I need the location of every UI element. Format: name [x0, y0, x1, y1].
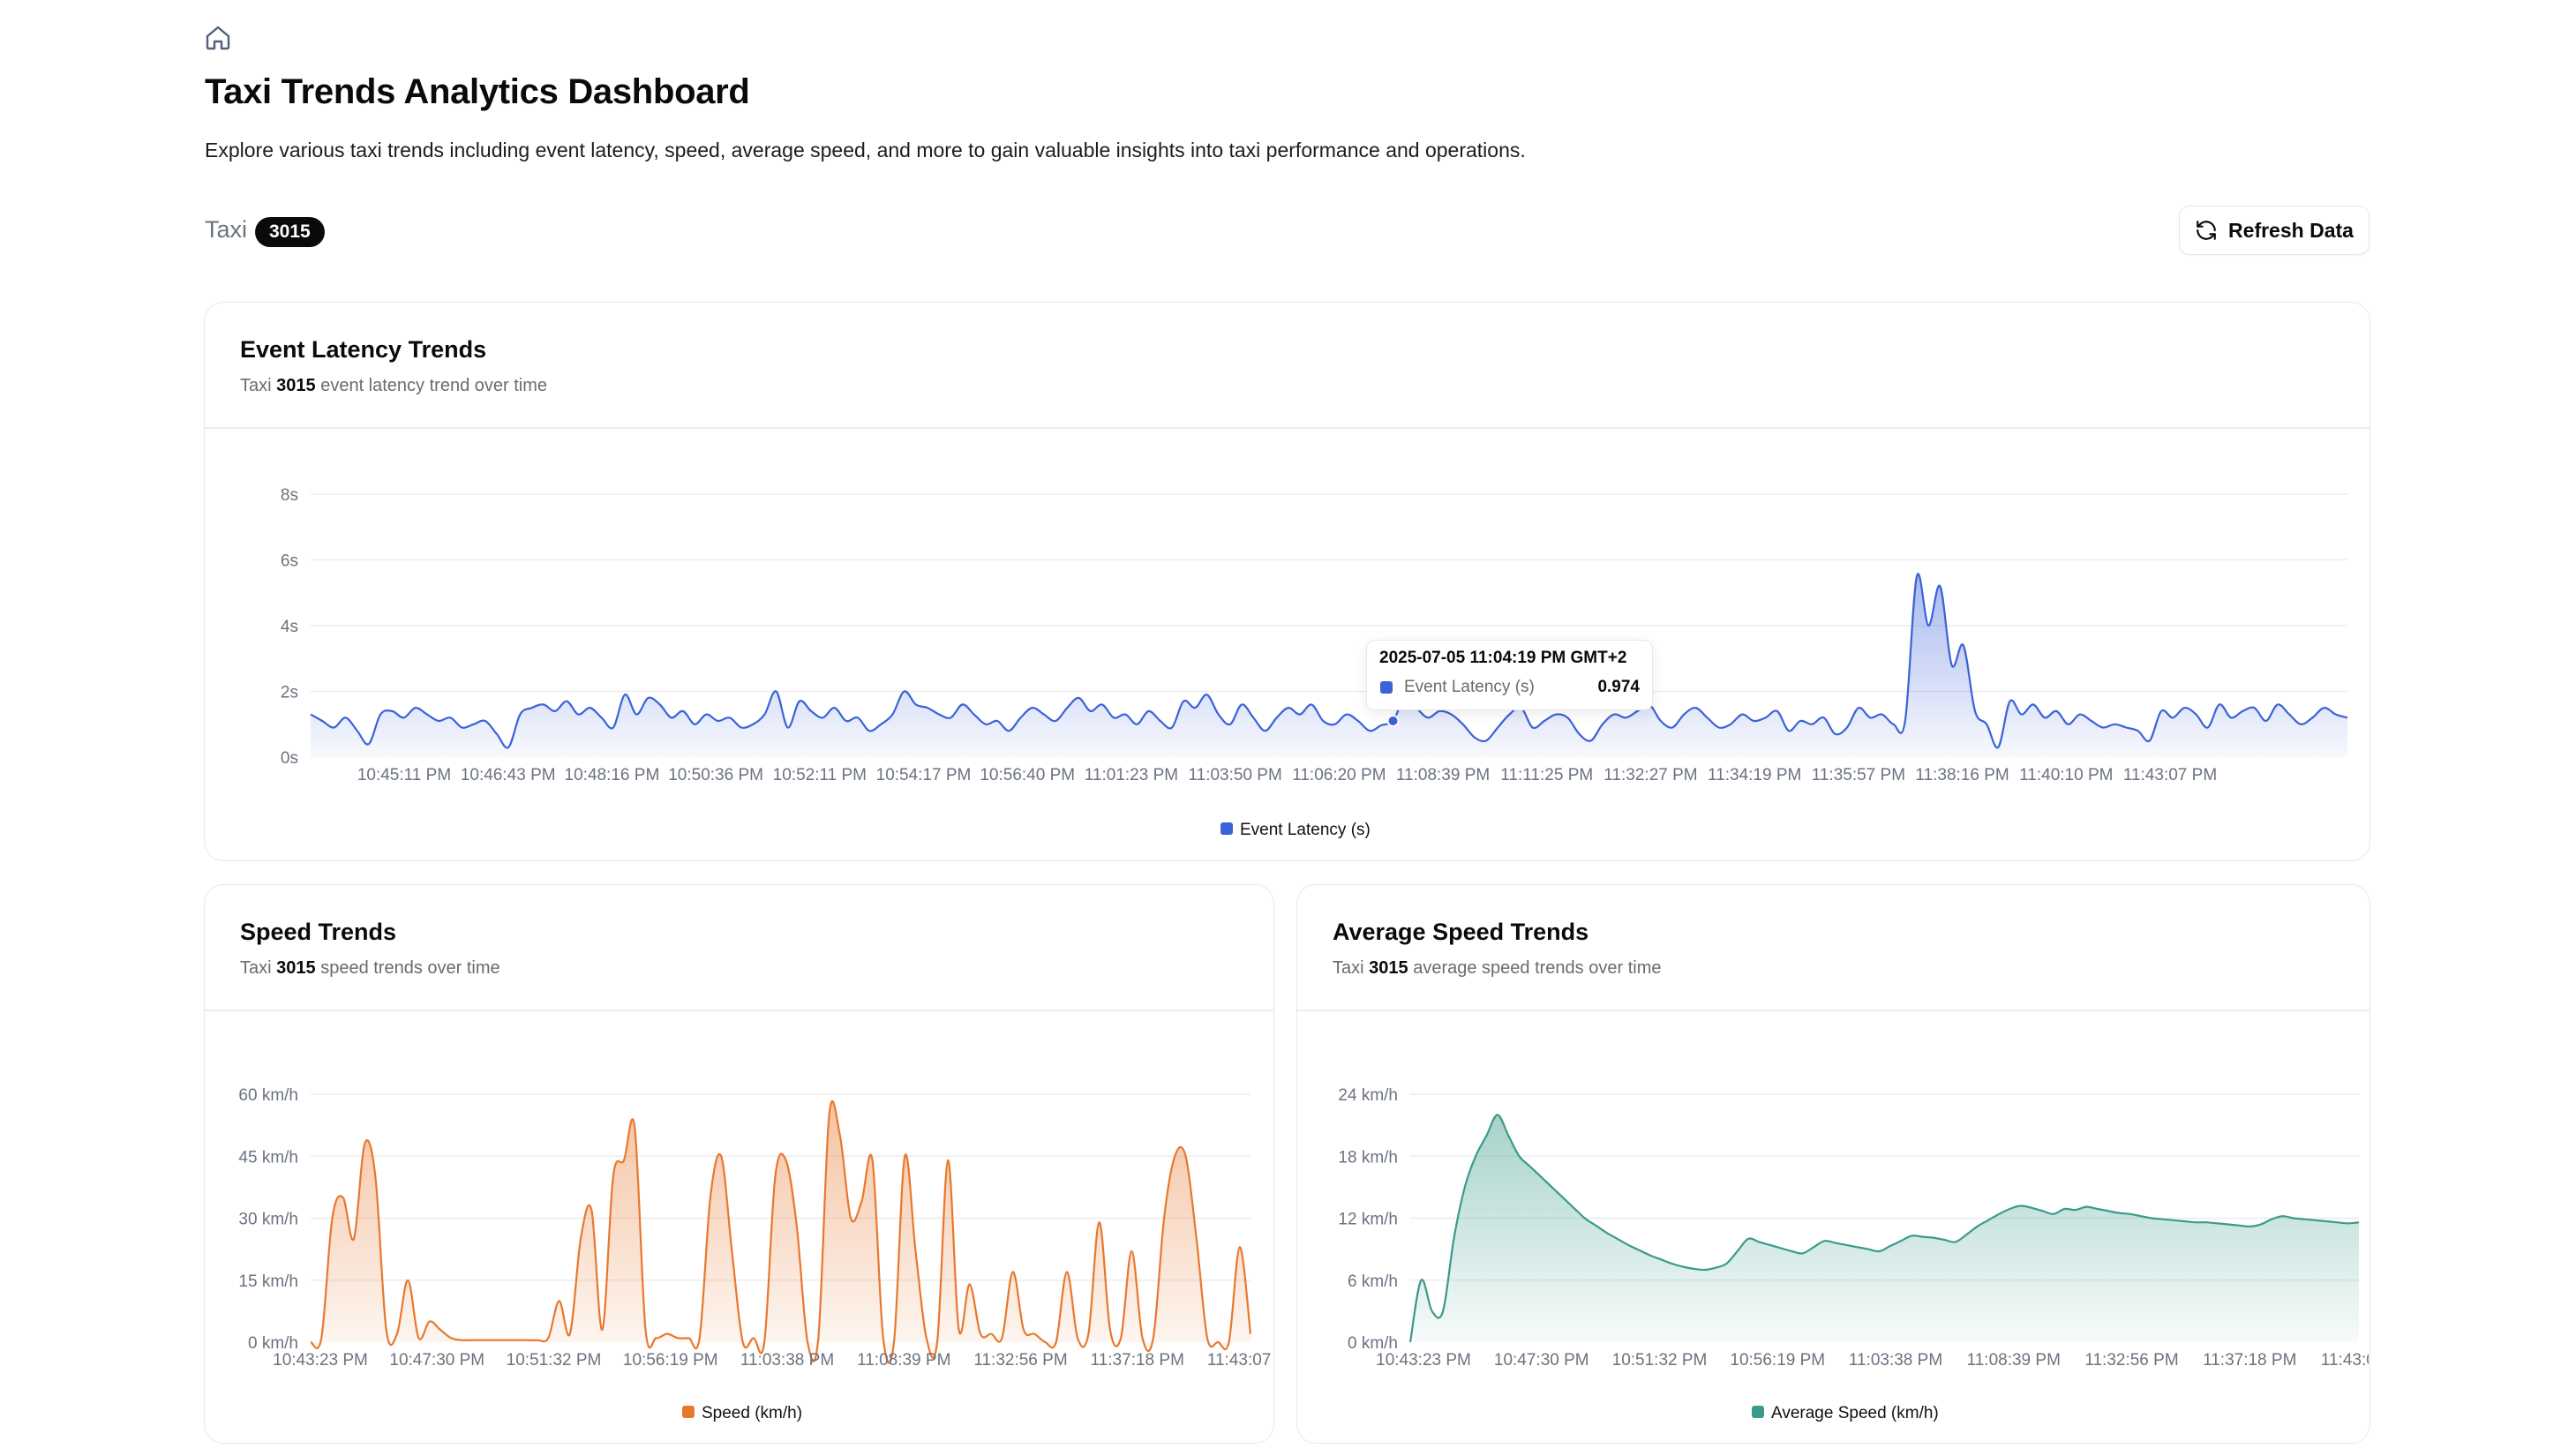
x-tick-label: 10:51:32 PM	[507, 1351, 602, 1370]
legend: Event Latency (s)	[1220, 821, 1371, 839]
y-tick-label: 6s	[281, 552, 298, 571]
y-tick-label: 12 km/h	[1338, 1211, 1398, 1229]
series-line[interactable]	[310, 573, 2348, 749]
tooltip-value: 0.974	[1597, 678, 1640, 696]
x-tick-label: 11:08:39 PM	[1967, 1351, 2061, 1370]
x-tick-label: 11:43:07 PM	[1207, 1351, 1273, 1370]
page-title: Taxi Trends Analytics Dashboard	[205, 72, 750, 111]
legend-swatch	[1220, 822, 1233, 835]
y-tick-label: 0 km/h	[1348, 1334, 1398, 1353]
x-tick-label: 11:37:18 PM	[2203, 1351, 2296, 1370]
legend: Speed (km/h)	[682, 1404, 802, 1422]
average-speed-card: Average Speed Trends Taxi 3015 average s…	[1296, 884, 2370, 1444]
x-tick-label: 10:45:11 PM	[357, 766, 451, 784]
card-divider	[205, 1009, 1273, 1011]
legend: Average Speed (km/h)	[1752, 1404, 1939, 1422]
x-tick-label: 11:32:56 PM	[973, 1351, 1067, 1370]
x-tick-label: 10:48:16 PM	[565, 766, 660, 784]
x-tick-label: 11:32:56 PM	[2084, 1351, 2178, 1370]
page-description: Explore various taxi trends including ev…	[205, 139, 1526, 161]
x-tick-label: 11:01:23 PM	[1085, 766, 1178, 784]
event-latency-chart[interactable]: 0s 2s 4s 6s 8s 10:45:11 PM 10:46:43 PM 10:48:16…	[205, 428, 2369, 860]
y-tick-label: 18 km/h	[1338, 1148, 1398, 1167]
y-tick-label: 24 km/h	[1338, 1086, 1398, 1105]
home-icon[interactable]	[204, 24, 232, 52]
refresh-data-button[interactable]: Refresh Data	[2179, 206, 2369, 255]
x-tick-label: 11:40:10 PM	[2019, 766, 2113, 784]
x-tick-label: 11:38:16 PM	[1915, 766, 2009, 784]
x-tick-label: 10:43:23 PM	[1376, 1351, 1471, 1370]
legend-swatch	[1752, 1406, 1764, 1418]
y-tick-label: 15 km/h	[238, 1272, 298, 1291]
speed-card: Speed Trends Taxi 3015 speed trends over…	[204, 884, 1274, 1444]
series-line[interactable]	[1408, 1114, 2360, 1343]
refresh-icon	[2195, 219, 2218, 242]
y-tick-label: 45 km/h	[238, 1148, 298, 1167]
speed-title: Speed Trends	[240, 919, 397, 945]
x-tick-label: 10:50:36 PM	[668, 766, 763, 784]
x-tick-label: 10:47:30 PM	[1494, 1351, 1589, 1370]
x-tick-label: 10:56:19 PM	[623, 1351, 718, 1370]
y-tick-label: 60 km/h	[238, 1086, 298, 1105]
y-tick-label: 8s	[281, 486, 298, 505]
x-tick-label: 11:03:50 PM	[1188, 766, 1281, 784]
x-tick-label: 11:43:07 PM	[2321, 1351, 2369, 1370]
x-tick-label: 10:54:17 PM	[876, 766, 972, 784]
x-tick-label: 10:51:32 PM	[1612, 1351, 1708, 1370]
x-tick-label: 10:47:30 PM	[389, 1351, 484, 1370]
event-latency-title: Event Latency Trends	[240, 336, 487, 363]
x-tick-label: 10:52:11 PM	[773, 766, 867, 784]
card-divider	[205, 427, 2369, 429]
x-tick-label: 11:37:18 PM	[1091, 1351, 1184, 1370]
x-tick-label: 11:03:38 PM	[1849, 1351, 1942, 1370]
active-point[interactable]	[1386, 715, 1400, 728]
y-tick-label: 6 km/h	[1348, 1272, 1398, 1291]
legend-label: Event Latency (s)	[1240, 821, 1371, 839]
y-tick-label: 4s	[281, 618, 298, 636]
tooltip-date: 2025-07-05 11:04:19 PM GMT+2	[1379, 649, 1627, 667]
chart-tooltip: 2025-07-05 11:04:19 PM GMT+2 Event Laten…	[1366, 640, 1653, 710]
card-divider	[1297, 1009, 2369, 1011]
x-tick-label: 10:56:40 PM	[980, 766, 1075, 784]
y-tick-label: 0s	[281, 749, 298, 768]
tooltip-series-name: Event Latency (s)	[1404, 678, 1535, 696]
y-tick-label: 0 km/h	[248, 1334, 298, 1353]
average-speed-subtitle: Taxi 3015 average speed trends over time	[1333, 958, 1662, 978]
x-tick-label: 11:11:25 PM	[1500, 766, 1593, 784]
x-tick-label: 11:35:57 PM	[1812, 766, 1905, 784]
legend-swatch	[682, 1406, 695, 1418]
average-speed-title: Average Speed Trends	[1333, 919, 1589, 945]
y-tick-label: 30 km/h	[238, 1211, 298, 1229]
x-tick-label: 11:06:20 PM	[1292, 766, 1386, 784]
series-area	[311, 574, 2347, 757]
x-tick-label: 11:03:38 PM	[740, 1351, 834, 1370]
event-latency-subtitle: Taxi 3015 event latency trend over time	[240, 376, 547, 395]
speed-subtitle: Taxi 3015 speed trends over time	[240, 958, 500, 978]
x-tick-label: 10:56:19 PM	[1730, 1351, 1825, 1370]
series-area	[1410, 1115, 2359, 1342]
event-latency-card: Event Latency Trends Taxi 3015 event lat…	[204, 302, 2370, 861]
x-tick-label: 11:34:19 PM	[1708, 766, 1801, 784]
x-tick-label: 10:43:23 PM	[273, 1351, 368, 1370]
y-tick-label: 2s	[281, 684, 298, 702]
speed-chart[interactable]: 0 km/h 15 km/h 30 km/h 45 km/h 60 km/h 10:43:…	[205, 1010, 1273, 1443]
refresh-data-label: Refresh Data	[2228, 218, 2354, 242]
x-tick-label: 11:32:27 PM	[1603, 766, 1697, 784]
legend-label: Average Speed (km/h)	[1771, 1404, 1939, 1422]
x-tick-label: 11:08:39 PM	[1396, 766, 1490, 784]
average-speed-chart[interactable]: 0 km/h 6 km/h 12 km/h 18 km/h 24 km/h 10:43:2…	[1297, 1010, 2369, 1443]
x-tick-label: 11:08:39 PM	[857, 1351, 950, 1370]
taxi-label: Taxi	[205, 216, 248, 243]
tooltip-swatch	[1380, 681, 1393, 694]
x-tick-label: 11:43:07 PM	[2123, 766, 2217, 784]
legend-label: Speed (km/h)	[702, 1404, 802, 1422]
x-tick-label: 10:46:43 PM	[461, 766, 556, 784]
series-line[interactable]	[309, 1100, 1252, 1364]
series-area	[311, 1100, 1250, 1363]
taxi-id-badge: 3015	[255, 217, 325, 247]
